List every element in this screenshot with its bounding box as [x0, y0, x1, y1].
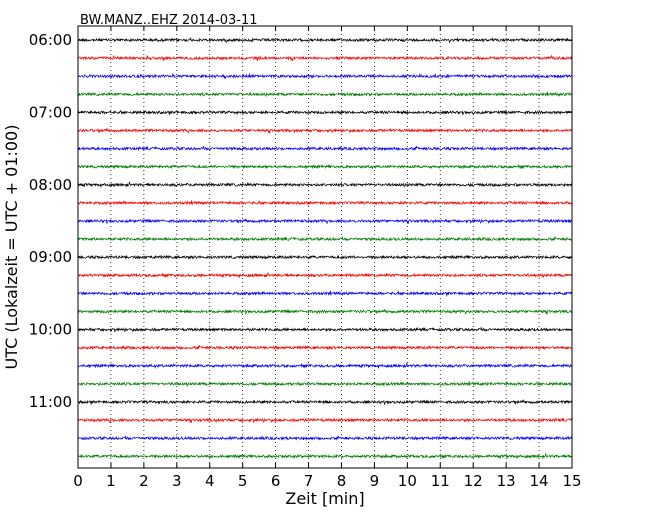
x-tick-label: 1 [106, 472, 116, 490]
y-tick-label: 07:00 [29, 103, 72, 121]
ticks: 0 1 2 3 4 5 6 7 8 9 10 11 12 13 14 1506:0007:0008:0009:… [29, 26, 582, 490]
trace-1115 [77, 417, 573, 424]
trace-1015 [77, 345, 573, 351]
trace-0600 [77, 37, 573, 44]
trace-1145 [77, 453, 573, 460]
grid [78, 26, 572, 468]
y-tick-label: 08:00 [29, 176, 72, 194]
trace-0845 [77, 236, 573, 242]
trace-1000 [77, 327, 573, 333]
x-tick-label: 12 [464, 472, 483, 490]
x-tick-label: 6 [271, 472, 281, 490]
x-tick-label: 2 [139, 472, 149, 490]
trace-1100 [77, 398, 573, 406]
x-tick-label: 5 [238, 472, 248, 490]
x-tick-label: 11 [431, 472, 450, 490]
x-tick-label: 14 [530, 472, 549, 490]
trace-0700 [77, 109, 573, 116]
x-tick-label: 8 [337, 472, 347, 490]
x-tick-label: 13 [497, 472, 516, 490]
y-tick-label: 06:00 [29, 31, 72, 49]
trace-1045 [77, 380, 573, 387]
trace-0815 [77, 199, 573, 207]
y-tick-label: 10:00 [29, 321, 72, 339]
x-tick-label: 0 [73, 472, 83, 490]
trace-0730 [77, 145, 573, 152]
x-tick-label: 4 [205, 472, 215, 490]
plot-frame [77, 25, 573, 469]
y-axis-label: UTC (Lokalzeit = UTC + 01:00) [2, 125, 21, 370]
x-tick-label: 9 [370, 472, 380, 490]
trace-0800 [77, 181, 573, 188]
chart-title: BW.MANZ..EHZ 2014-03-11 [80, 13, 258, 28]
trace-0945 [77, 308, 573, 315]
trace-0830 [77, 217, 573, 224]
trace-0615 [77, 54, 573, 62]
y-tick-label: 09:00 [29, 248, 72, 266]
trace-0930 [77, 290, 573, 297]
x-tick-label: 10 [398, 472, 417, 490]
traces [77, 37, 573, 460]
trace-0630 [77, 73, 573, 79]
x-tick-label: 15 [562, 472, 581, 490]
x-tick-label: 3 [172, 472, 182, 490]
x-tick-label: 7 [304, 472, 314, 490]
x-axis-label: Zeit [min] [285, 489, 364, 508]
y-tick-label: 11:00 [29, 393, 72, 411]
trace-0900 [77, 254, 573, 261]
trace-0645 [77, 91, 573, 98]
trace-0915 [77, 272, 573, 279]
trace-1030 [77, 362, 573, 369]
trace-1130 [77, 435, 573, 441]
trace-0745 [77, 164, 573, 170]
trace-0715 [77, 127, 573, 134]
